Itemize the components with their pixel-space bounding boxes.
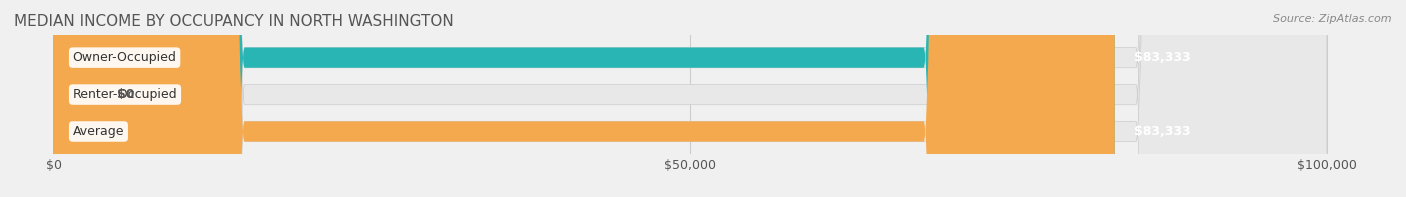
FancyBboxPatch shape (53, 0, 1115, 197)
Text: Renter-Occupied: Renter-Occupied (73, 88, 177, 101)
Text: Average: Average (73, 125, 124, 138)
FancyBboxPatch shape (53, 0, 1115, 197)
FancyBboxPatch shape (53, 0, 1327, 197)
FancyBboxPatch shape (53, 0, 1327, 197)
FancyBboxPatch shape (53, 0, 98, 197)
FancyBboxPatch shape (53, 0, 1327, 197)
Text: MEDIAN INCOME BY OCCUPANCY IN NORTH WASHINGTON: MEDIAN INCOME BY OCCUPANCY IN NORTH WASH… (14, 14, 454, 29)
Text: Owner-Occupied: Owner-Occupied (73, 51, 177, 64)
Text: $0: $0 (117, 88, 135, 101)
Text: $83,333: $83,333 (1133, 125, 1191, 138)
Text: $83,333: $83,333 (1133, 51, 1191, 64)
Text: Source: ZipAtlas.com: Source: ZipAtlas.com (1274, 14, 1392, 24)
